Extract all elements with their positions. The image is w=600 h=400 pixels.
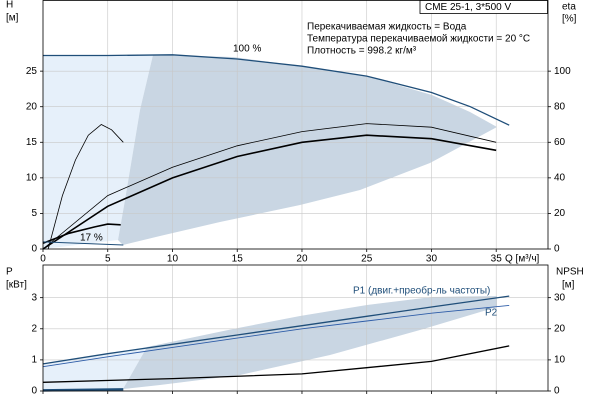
plot-frame [42, 0, 549, 250]
y2-tick-label: 80 [554, 101, 566, 112]
info-box [419, 0, 548, 14]
curve [42, 345, 510, 383]
y2-tick-label: 100 [554, 66, 571, 77]
x-tick-label: 35 [491, 254, 503, 265]
y-axis-label: [кВт] [6, 280, 27, 291]
y2-axis-label: NPSH [556, 267, 584, 278]
note: Плотность = 998.2 кг/м³ [307, 46, 417, 57]
y-tick-label: 1 [31, 355, 37, 366]
y2-tick-label: 10 [554, 355, 566, 366]
y-axis-label: P [6, 267, 13, 278]
info-box-text: CME 25-1, 3*500 V [425, 2, 511, 13]
y-tick-label: 10 [26, 172, 38, 183]
x-tick-label: 10 [167, 254, 179, 265]
x-tick-label: 30 [426, 254, 438, 265]
y-tick-label: 5 [31, 208, 37, 219]
range-area [118, 55, 497, 245]
y2-axis-label: eta [562, 2, 576, 13]
y-tick-label: 2 [31, 323, 37, 334]
curve [42, 223, 121, 245]
curve-label: P1 (двиг.+преобр-ль частоты) [353, 285, 490, 297]
curve [47, 124, 124, 250]
curve-label: 17 % [80, 233, 103, 244]
y-tick-label: 20 [26, 101, 38, 112]
y-tick-label: 15 [26, 137, 38, 148]
x-tick-label: 20 [296, 254, 308, 265]
curve-label: P2 [485, 308, 498, 319]
note: Перекачиваемая жидкость = Вода [307, 22, 467, 33]
curve [42, 304, 510, 368]
y2-axis-label: [%] [562, 14, 577, 25]
range-area-light [43, 55, 153, 249]
y-tick-label: 0 [31, 386, 37, 397]
curve [42, 241, 124, 246]
y2-tick-label: 60 [554, 137, 566, 148]
curve [42, 123, 497, 250]
plot-frame [42, 264, 549, 392]
curve-label: 100 % [233, 44, 261, 55]
y2-tick-label: 0 [554, 386, 560, 397]
note: Температура перекачиваемой жидкости = 20… [307, 34, 530, 45]
x-tick-label: 5 [105, 254, 111, 265]
y2-tick-label: 20 [554, 323, 566, 334]
curve [43, 54, 510, 126]
x-tick-label: 15 [232, 254, 244, 265]
range-area [123, 296, 497, 389]
y-axis-label: H [6, 0, 13, 11]
curve [42, 388, 124, 392]
y2-tick-label: 30 [554, 292, 566, 303]
y-tick-label: 3 [31, 292, 37, 303]
y2-tick-label: 0 [554, 244, 560, 255]
y2-tick-label: 20 [554, 208, 566, 219]
y-tick-label: 25 [26, 66, 38, 77]
y-axis-label: [м] [6, 13, 19, 24]
y2-tick-label: 40 [554, 172, 566, 183]
y2-axis-label: [м] [562, 280, 575, 291]
plot-layer: 0 5 10 15 20 25 30 3505101520250204060801000123… [26, 0, 571, 397]
curve [42, 295, 510, 365]
x-axis-label: Q [м³/ч] [505, 254, 540, 265]
x-tick-label: 0 [40, 254, 46, 265]
y-tick-label: 0 [31, 244, 37, 255]
x-tick-label: 25 [361, 254, 373, 265]
curve [42, 134, 497, 250]
